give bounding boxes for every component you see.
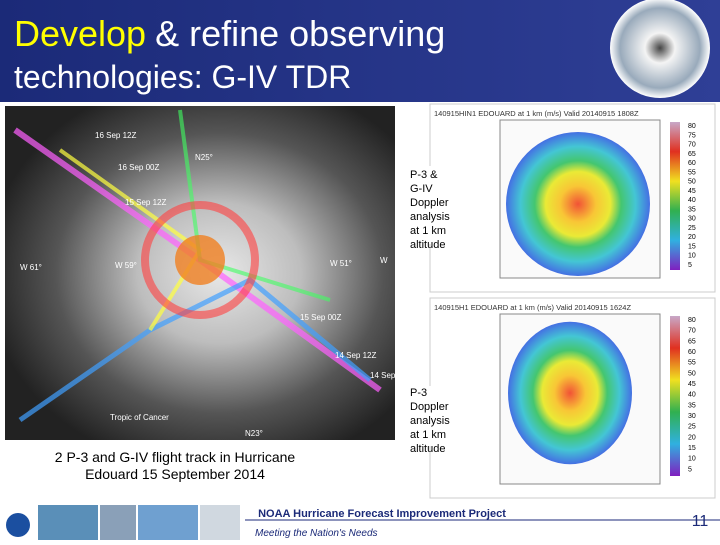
caption: P-3 & G-IV Doppler analysis at 1 km altitude [410,169,450,251]
caption-bg [405,166,453,244]
colorbar-label: 15 [688,243,696,250]
colorbar-label: 40 [688,392,696,399]
doppler-panel: 140915HIN1 EDOUARD at 1 km (m/s) Valid 2… [405,103,716,293]
footer-image [200,505,240,540]
colorbar-label: 50 [688,370,696,377]
project-name: NOAA Hurricane Forecast Improvement Proj… [258,508,506,520]
satellite-map: 16 Sep 12Z 16 Sep 00Z 15 Sep 12Z N25° W 61° W… [5,106,396,440]
doppler-field [506,132,650,276]
tagline: Meeting the Nation's Needs [255,528,378,539]
colorbar-label: 45 [688,188,696,195]
colorbar-label: 5 [688,466,692,473]
caption: 2 P-3 and G-IV flight track in Hurricane… [55,449,296,482]
footer-image [38,505,98,540]
colorbar-label: 5 [688,262,692,269]
colorbar-label: 20 [688,234,696,241]
colorbar-label: 65 [688,151,696,158]
title-line1: Develop & refine observing [14,13,445,54]
map-label: Tropic of Cancer [110,413,169,422]
map-label: W 59° [115,261,137,270]
colorbar-label: 25 [688,225,696,232]
map-label: 15 Sep 00Z [300,313,341,322]
colorbar-label: 60 [688,349,696,356]
colorbar-label: 70 [688,328,696,335]
map-label: N25° [195,153,213,162]
map-label: W [380,256,388,265]
footer-image [100,505,136,540]
colorbar-label: 10 [688,456,696,463]
map-label: W 51° [330,259,352,268]
colorbar-label: 75 [688,132,696,139]
colorbar-label: 80 [688,317,696,324]
colorbar-label: 20 [688,434,696,441]
caption: P-3 Doppler analysis at 1 km altitude [410,387,450,455]
colorbar [670,316,680,476]
colorbar-label: 50 [688,179,696,186]
title-line2: technologies: G-IV TDR [14,59,351,95]
colorbar-label: 30 [688,413,696,420]
panel-header: 140915HIN1 EDOUARD at 1 km (m/s) Valid 2… [434,109,639,118]
colorbar-label: 35 [688,402,696,409]
colorbar-label: 25 [688,424,696,431]
footer: NOAA Hurricane Forecast Improvement Proj… [6,505,720,540]
caption-bg [405,386,453,446]
map-label: N23° [245,429,263,438]
hurricane-image [610,0,710,98]
colorbar-label: 35 [688,206,696,213]
doppler-panel: 140915H1 EDOUARD at 1 km (m/s) Valid 201… [405,297,716,499]
colorbar-label: 40 [688,197,696,204]
colorbar-label: 65 [688,338,696,345]
colorbar [670,122,680,270]
colorbar-label: 80 [688,123,696,130]
colorbar-label: 10 [688,253,696,260]
footer-image [138,505,198,540]
doppler-field [508,321,632,465]
page-number: 11 [692,513,709,530]
map-label: 15 Sep 12Z [125,198,166,207]
title-rest: & refine observing [155,13,445,54]
map-label: W 61° [20,263,42,272]
colorbar-label: 30 [688,216,696,223]
map-label: 14 Sep 12Z [335,351,376,360]
map-label: 16 Sep 12Z [95,131,136,140]
noaa-logo [6,513,30,537]
title-highlight: Develop [14,13,146,54]
colorbar-label: 55 [688,169,696,176]
panel-header: 140915H1 EDOUARD at 1 km (m/s) Valid 201… [434,303,631,312]
header-band [0,0,720,102]
map-label: 16 Sep 00Z [118,163,159,172]
colorbar-label: 55 [688,360,696,367]
colorbar-label: 45 [688,381,696,388]
colorbar-label: 60 [688,160,696,167]
map-label: 14 Sep [370,371,396,380]
colorbar-label: 70 [688,142,696,149]
colorbar-label: 15 [688,445,696,452]
